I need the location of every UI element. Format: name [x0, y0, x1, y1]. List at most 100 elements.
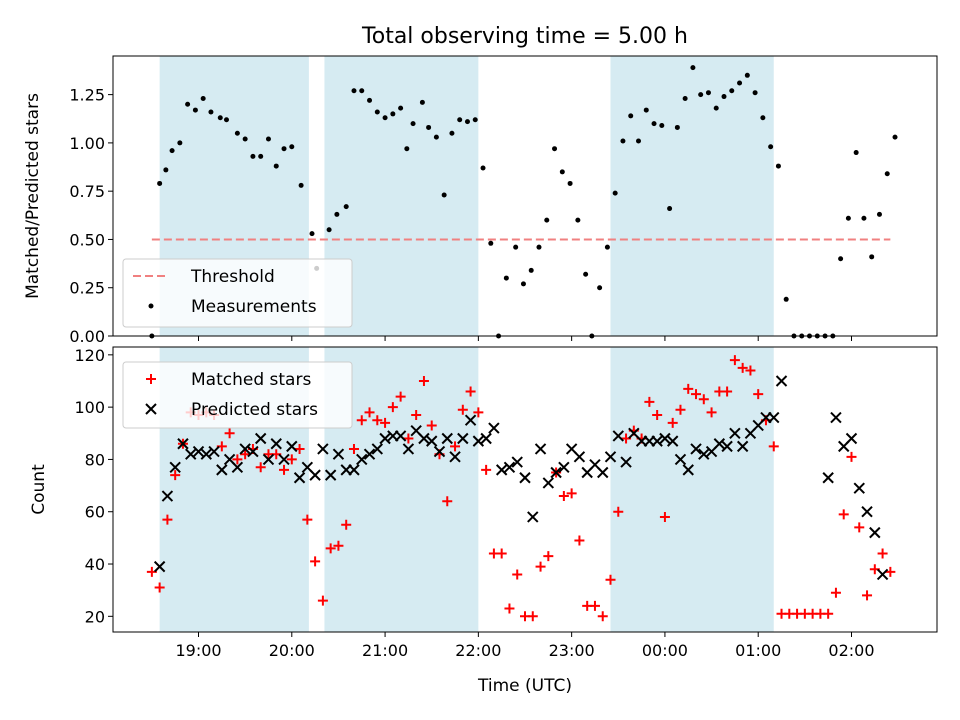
data-point — [690, 443, 702, 455]
y-tick-label: 1.00 — [69, 134, 105, 153]
data-point — [403, 433, 414, 444]
data-point — [520, 281, 526, 287]
data-point — [356, 453, 368, 466]
data-point — [317, 443, 329, 455]
y-tick-label: 0.75 — [69, 182, 105, 201]
ratio-x-ticks — [198, 336, 852, 341]
data-point — [744, 72, 750, 78]
data-point — [450, 441, 461, 452]
y-tick-label: 80 — [85, 450, 105, 469]
data-point — [768, 144, 774, 150]
data-point — [729, 427, 741, 439]
data-point — [597, 466, 609, 479]
measurements-series — [149, 65, 898, 339]
data-point — [419, 99, 425, 105]
data-point — [488, 240, 494, 246]
data-point — [869, 254, 875, 260]
data-point — [404, 146, 410, 152]
data-point — [302, 514, 313, 525]
data-point — [441, 192, 447, 198]
y-tick-label: 0.00 — [69, 327, 105, 346]
predicted-stars-series — [153, 375, 889, 581]
data-point — [161, 490, 174, 502]
data-point — [382, 115, 388, 121]
data-point — [258, 153, 264, 159]
data-point — [418, 432, 430, 445]
data-point — [604, 244, 610, 250]
y-tick-label: 1.25 — [69, 86, 105, 105]
data-point — [154, 582, 165, 593]
legend-measurements-swatch — [148, 303, 154, 309]
data-point — [234, 130, 240, 136]
data-point — [536, 244, 542, 250]
data-point — [317, 595, 328, 606]
data-point — [775, 163, 781, 169]
data-point — [163, 167, 169, 173]
data-point — [250, 153, 256, 159]
data-point — [768, 441, 779, 452]
data-point — [567, 180, 573, 186]
data-point — [426, 420, 437, 431]
data-point — [512, 569, 523, 580]
data-point — [682, 464, 694, 476]
data-point — [294, 443, 305, 454]
data-point — [364, 407, 375, 418]
data-point — [390, 111, 396, 117]
y-tick-label: 40 — [85, 555, 105, 574]
data-point — [481, 464, 492, 475]
data-point — [854, 522, 865, 533]
data-point — [511, 456, 523, 468]
data-point — [721, 440, 733, 453]
data-point — [760, 115, 766, 121]
data-point — [651, 121, 657, 127]
data-point — [845, 215, 851, 221]
data-point — [464, 119, 470, 125]
legend-label: Matched stars — [191, 370, 311, 390]
data-point — [293, 472, 306, 484]
data-point — [612, 190, 618, 196]
data-point — [682, 95, 688, 101]
data-point — [457, 117, 463, 123]
data-point — [343, 204, 349, 210]
ratio-panel: 0.00 0.25 0.50 0.75 1.00 1.25 Total observing… — [23, 24, 938, 346]
data-point — [334, 211, 340, 217]
data-point — [674, 453, 687, 466]
ratio-legend: Threshold Measurements — [122, 258, 353, 328]
data-point — [394, 430, 407, 442]
data-point — [363, 448, 376, 460]
y-tick-label: 100 — [74, 398, 105, 417]
data-point — [356, 415, 367, 426]
data-point — [192, 107, 198, 113]
data-point — [374, 109, 380, 115]
data-point — [620, 138, 626, 144]
data-point — [240, 449, 251, 460]
data-point — [667, 206, 673, 212]
data-point — [411, 409, 422, 420]
y-tick-label: 120 — [74, 346, 105, 365]
data-point — [542, 477, 555, 489]
data-point — [442, 496, 453, 507]
data-point — [449, 130, 455, 136]
data-point — [559, 169, 565, 175]
data-point — [753, 389, 764, 400]
x-tick-label: 01:00 — [735, 641, 781, 660]
data-point — [838, 256, 844, 262]
y-tick-label: 20 — [85, 607, 105, 626]
data-point — [310, 556, 321, 567]
data-point — [379, 432, 391, 445]
data-point — [558, 461, 570, 473]
data-point — [192, 445, 205, 458]
data-point — [457, 404, 468, 415]
count-y-axis-label: Count — [29, 464, 49, 515]
legend-label: Predicted stars — [191, 400, 318, 420]
data-point — [861, 215, 867, 221]
data-point — [652, 409, 663, 420]
x-tick-label: 20:00 — [269, 641, 315, 660]
data-point — [575, 217, 581, 223]
ratio-y-ticks: 0.00 0.25 0.50 0.75 1.00 1.25 — [69, 86, 113, 346]
data-point — [597, 611, 608, 622]
data-point — [729, 355, 740, 366]
data-point — [877, 548, 888, 559]
data-point — [465, 386, 476, 397]
